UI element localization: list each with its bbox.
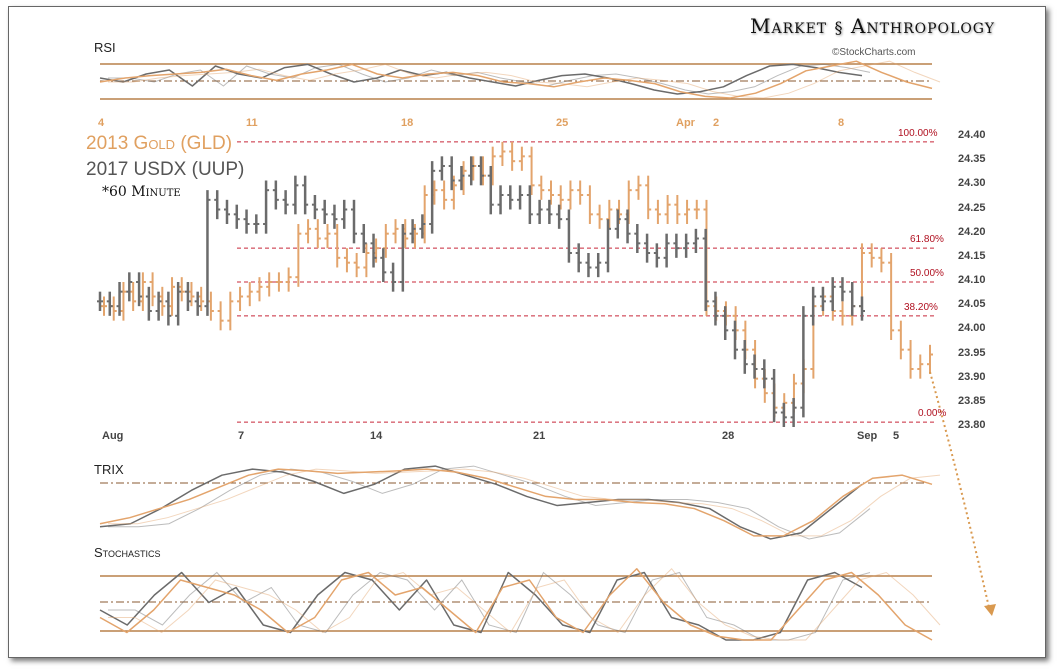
x-tick-bottom: 28: [722, 430, 735, 442]
y-tick-label: 24.40: [958, 129, 986, 141]
x-tick-bottom: 14: [370, 430, 383, 442]
fib-label: 38.20%: [904, 301, 938, 313]
indicator-signal-line: [108, 568, 941, 641]
y-tick-label: 24.05: [958, 298, 986, 311]
x-tick-bottom: 5: [893, 430, 900, 442]
x-tick-top: 25: [556, 117, 569, 129]
y-tick-label: 24.30: [958, 177, 986, 190]
y-tick-label: 23.80: [958, 419, 986, 431]
indicator-line: [99, 60, 933, 99]
indicator-signal-line: [108, 63, 871, 95]
indicator-signal-line: [108, 468, 941, 537]
indicator-line: [99, 468, 933, 537]
x-tick-bottom: Aug: [102, 430, 124, 442]
stochastics-label: Stochastics: [94, 545, 161, 560]
indicator-signal-line: [108, 465, 871, 540]
y-tick-label: 24.20: [958, 225, 986, 238]
brand-left: Market: [750, 14, 828, 38]
indicator-signal-line: [108, 571, 871, 641]
brand-right: Anthropology: [850, 14, 995, 38]
indicator-line: [99, 568, 933, 641]
fib-label: 100.00%: [898, 127, 938, 139]
y-tick-label: 24.35: [958, 153, 986, 166]
timeframe-label: *60 Minute: [102, 184, 181, 200]
x-tick-top: 4: [98, 117, 105, 129]
trix-label: TRIX: [94, 462, 124, 477]
indicator-line: [99, 465, 863, 540]
x-tick-bottom: 7: [238, 430, 245, 442]
fib-label: 61.80%: [910, 234, 944, 246]
y-tick-label: 23.95: [958, 346, 986, 359]
dna-icon: §: [834, 18, 844, 37]
y-tick-label: 23.85: [958, 394, 986, 407]
x-tick-top: 11: [246, 117, 258, 129]
y-tick-label: 23.90: [958, 370, 986, 383]
legend-gold: 2013 Gold (GLD): [86, 133, 233, 154]
fib-label: 0.00%: [918, 408, 947, 420]
chart-frame: [8, 6, 1046, 658]
arrow-head-icon: [984, 604, 996, 616]
x-tick-top: Apr: [676, 117, 695, 129]
indicator-line: [99, 571, 863, 641]
y-tick-label: 24.10: [958, 274, 986, 286]
source-credit: ©StockCharts.com: [832, 47, 916, 58]
indicator-signal-line: [108, 60, 941, 99]
x-tick-bottom: Sep: [857, 430, 878, 442]
y-tick-label: 24.00: [958, 322, 986, 335]
legend-usdx: 2017 USDX (UUP): [86, 159, 245, 180]
rsi-label: RSI: [94, 40, 116, 55]
x-tick-top: 8: [838, 117, 845, 129]
x-tick-bottom: 21: [533, 430, 546, 442]
x-tick-top: 18: [401, 117, 414, 129]
y-tick-label: 24.15: [958, 249, 986, 262]
brand-logo: Market § Anthropology: [750, 14, 995, 38]
fib-label: 50.00%: [910, 268, 944, 279]
x-tick-top: 2: [713, 117, 720, 129]
y-tick-label: 24.25: [958, 201, 986, 214]
